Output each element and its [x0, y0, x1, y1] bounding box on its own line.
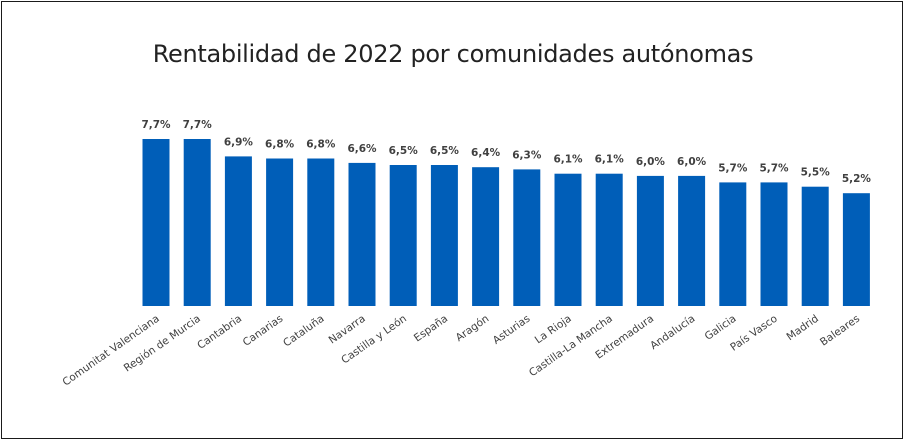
bar-0	[142, 139, 170, 306]
bar-10	[554, 173, 582, 306]
bar-6	[389, 165, 417, 306]
bar-3	[266, 158, 294, 306]
category-label-2: Cantabria	[195, 313, 244, 352]
data-label-8: 6,4%	[471, 147, 501, 159]
bar-12	[636, 175, 664, 306]
category-label-17: Baleares	[818, 313, 862, 349]
category-label-14: Galicia	[703, 313, 739, 343]
data-label-7: 6,5%	[430, 145, 460, 157]
data-label-16: 5,5%	[801, 167, 831, 179]
data-label-6: 6,5%	[389, 145, 419, 157]
bar-4	[307, 158, 335, 306]
bar-7	[430, 165, 458, 306]
data-label-4: 6,8%	[306, 139, 336, 151]
bar-9	[513, 169, 541, 306]
bar-16	[801, 186, 829, 306]
category-label-16: Madrid	[784, 313, 820, 344]
bar-14	[719, 182, 747, 306]
category-label-9: Asturias	[491, 313, 533, 347]
data-label-10: 6,1%	[553, 154, 583, 166]
category-label-1: Región de Murcia	[122, 313, 203, 375]
bar-1	[183, 139, 211, 306]
category-label-13: Andalucía	[648, 313, 697, 352]
data-label-5: 6,6%	[347, 143, 377, 155]
bar-2	[224, 156, 252, 306]
data-label-3: 6,8%	[265, 139, 295, 151]
category-label-7: España	[412, 313, 450, 345]
chart-title: Rentabilidad de 2022 por comunidades aut…	[152, 40, 754, 68]
bar-11	[595, 173, 623, 306]
data-label-2: 6,9%	[224, 136, 254, 148]
data-label-9: 6,3%	[512, 149, 542, 161]
data-label-0: 7,7%	[141, 119, 171, 131]
data-label-1: 7,7%	[183, 119, 213, 131]
data-label-12: 6,0%	[636, 156, 666, 168]
bar-13	[678, 175, 706, 306]
data-label-13: 6,0%	[677, 156, 707, 168]
data-label-17: 5,2%	[842, 173, 872, 185]
category-label-8: Aragón	[454, 313, 492, 344]
bar-5	[348, 162, 376, 306]
bar-17	[842, 193, 870, 306]
category-label-3: Canarias	[241, 313, 286, 349]
data-label-14: 5,7%	[718, 162, 748, 174]
data-label-15: 5,7%	[759, 162, 789, 174]
bar-15	[760, 182, 788, 306]
bar-8	[472, 167, 500, 306]
data-label-11: 6,1%	[595, 154, 625, 166]
category-label-4: Cataluña	[281, 313, 326, 350]
